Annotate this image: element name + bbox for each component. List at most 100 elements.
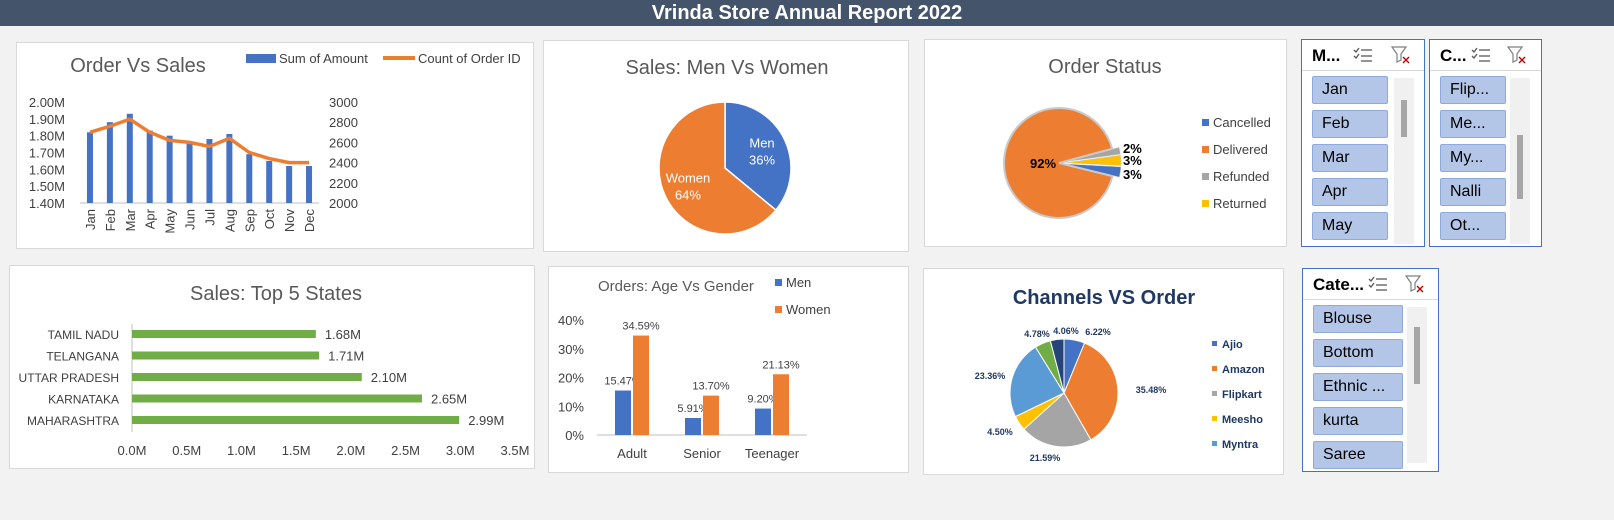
bar-women <box>703 395 719 435</box>
category-slicer-scrollbar[interactable] <box>1407 307 1427 463</box>
channel-slicer[interactable]: C... Flip... Me... My... Nalli Ot... <box>1429 39 1542 247</box>
x-tick-label: Jul <box>202 209 217 226</box>
category-slicer-header: Cate... <box>1303 269 1438 300</box>
x-tick-label: 1.5M <box>282 443 311 458</box>
bar-men <box>755 408 771 435</box>
legend-swatch <box>1212 341 1217 346</box>
data-label: 1.68M <box>325 327 361 342</box>
chart-title: Order Vs Sales <box>70 55 206 77</box>
bar-men <box>685 418 701 435</box>
y-tick-label: MAHARASHTRA <box>27 414 119 428</box>
x-tick-label: Mar <box>123 208 138 231</box>
slicer-item[interactable]: Feb <box>1312 110 1388 138</box>
y-tick-left: 1.50M <box>29 179 65 194</box>
top-5-states-chart: Sales: Top 5 States TAMIL NADU 1.68M TELANG… <box>9 265 535 469</box>
bar-men <box>615 390 631 435</box>
data-label: 21.13% <box>762 359 800 371</box>
age-vs-gender-chart: Orders: Age Vs Gender Men Women 0% 10% 20% 30%… <box>548 266 909 473</box>
month-slicer-scrollbar[interactable] <box>1394 78 1414 244</box>
bar-amount <box>246 154 253 203</box>
data-label: 2.10M <box>371 370 407 385</box>
bar-amount <box>186 142 193 203</box>
legend-label-orders: Count of Order ID <box>418 51 521 66</box>
x-tick-label: Sep <box>242 209 257 232</box>
x-tick-label: 0.5M <box>172 443 201 458</box>
slice-name: Women <box>666 170 711 185</box>
slicer-item[interactable]: Nalli <box>1440 178 1506 206</box>
bar <box>132 351 320 360</box>
slicer-item[interactable]: Me... <box>1440 110 1506 138</box>
pie-slice <box>658 101 777 235</box>
slicer-item[interactable]: Bottom <box>1313 339 1403 367</box>
bar-amount <box>266 160 273 203</box>
y-tick-left: 1.40M <box>29 196 65 211</box>
data-label: 34.59% <box>622 321 660 333</box>
month-slicer-scroll-thumb[interactable] <box>1401 100 1407 137</box>
x-tick-label: 0.0M <box>118 443 147 458</box>
bar-women <box>773 374 789 435</box>
y-tick-label: 0% <box>565 428 584 443</box>
slice-label: 4.78% <box>1024 329 1050 339</box>
order-status-chart: Order Status 92% 2% 3% 3% Cancelled Delivered R… <box>924 39 1287 247</box>
slicer-item[interactable]: Apr <box>1312 178 1388 206</box>
clear-filter-icon[interactable] <box>1405 275 1425 293</box>
slicer-item[interactable]: Jan <box>1312 76 1388 104</box>
legend-label: Flipkart <box>1222 389 1262 401</box>
slicer-item[interactable]: Saree <box>1313 441 1403 469</box>
slicer-item[interactable]: Blouse <box>1313 305 1403 333</box>
x-tick-label: Aug <box>222 209 237 232</box>
channel-slicer-title: C... <box>1440 46 1467 65</box>
x-tick-label: Teenager <box>745 446 800 461</box>
data-label: 13.70% <box>692 381 730 393</box>
slicer-item[interactable]: Ethnic ... <box>1313 373 1403 401</box>
y-tick-left: 1.80M <box>29 129 65 144</box>
clear-filter-icon[interactable] <box>1507 46 1527 64</box>
legend-swatch <box>1212 441 1217 446</box>
report-title: Vrinda Store Annual Report 2022 <box>0 0 1614 26</box>
bar <box>132 373 362 381</box>
slicer-item[interactable]: May <box>1312 212 1388 240</box>
y-tick-label: 20% <box>558 371 584 386</box>
multi-select-icon[interactable] <box>1471 46 1491 64</box>
slice-label: 64% <box>675 187 701 202</box>
pie-slice <box>1009 346 1065 418</box>
clear-filter-icon[interactable] <box>1391 46 1411 64</box>
bar-amount <box>286 165 293 203</box>
category-slicer[interactable]: Cate... Blouse Bottom Ethnic ... kurta Saree <box>1302 268 1439 472</box>
bar <box>132 394 422 403</box>
x-tick-label: May <box>163 209 178 234</box>
data-label: 2.99M <box>468 413 504 428</box>
slicer-item[interactable]: Mar <box>1312 144 1388 172</box>
data-label: 5.91% <box>677 403 708 415</box>
slice-label: 4.06% <box>1053 326 1079 336</box>
bar-amount <box>146 130 153 203</box>
channel-slicer-scroll-thumb[interactable] <box>1517 135 1523 199</box>
legend-label: Meesho <box>1222 414 1263 426</box>
y-tick-right: 2400 <box>329 156 358 171</box>
legend-label: Amazon <box>1222 364 1265 376</box>
slice-name: Men <box>749 136 774 151</box>
pie-slice <box>724 101 792 212</box>
slicer-item[interactable]: My... <box>1440 144 1506 172</box>
y-tick-right: 2600 <box>329 135 358 150</box>
slicer-item[interactable]: kurta <box>1313 407 1403 435</box>
multi-select-icon[interactable] <box>1368 275 1388 293</box>
multi-select-icon[interactable] <box>1353 46 1373 64</box>
data-label: 9.20% <box>747 394 778 406</box>
y-tick-left: 1.70M <box>29 146 65 161</box>
slicer-item[interactable]: Flip... <box>1440 76 1506 104</box>
legend-label: Refunded <box>1213 169 1269 184</box>
bar <box>132 416 460 424</box>
x-tick-label: 2.5M <box>391 443 420 458</box>
x-tick-label: Nov <box>282 209 297 233</box>
x-tick-label: Jun <box>183 209 198 230</box>
y-tick-right: 2800 <box>329 115 358 130</box>
y-tick-right: 3000 <box>329 95 358 110</box>
month-slicer[interactable]: M... Jan Feb Mar Apr May <box>1301 39 1425 247</box>
chart-title: Orders: Age Vs Gender <box>598 278 754 295</box>
y-tick-left: 1.60M <box>29 162 65 177</box>
slice-label: 3% <box>1123 153 1142 168</box>
category-slicer-scroll-thumb[interactable] <box>1414 327 1420 384</box>
slicer-item[interactable]: Ot... <box>1440 212 1506 240</box>
legend-swatch-men <box>775 279 782 286</box>
